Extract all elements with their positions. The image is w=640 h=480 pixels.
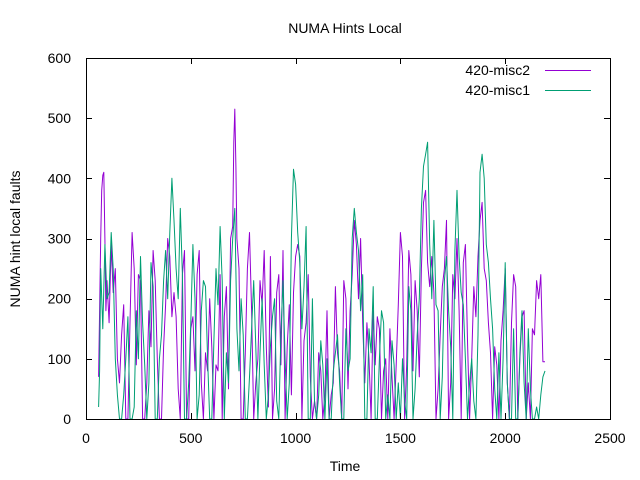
chart-title: NUMA Hints Local [288, 20, 402, 36]
y-tick-label: 500 [48, 110, 72, 126]
y-axis: 0 100 200 300 400 500 600 [48, 50, 610, 427]
y-tick-label: 200 [48, 291, 72, 307]
x-axis-label: Time [330, 458, 361, 474]
legend-label: 420-misc2 [465, 62, 530, 78]
x-tick-label: 2500 [594, 430, 625, 446]
x-tick-label: 0 [82, 430, 90, 446]
series-line-420-misc2 [98, 108, 545, 420]
y-tick-label: 400 [48, 170, 72, 186]
y-tick-label: 300 [48, 231, 72, 247]
y-tick-label: 600 [48, 50, 72, 66]
series-line-420-misc1 [98, 141, 546, 420]
x-tick-label: 2000 [490, 430, 521, 446]
y-axis-label: NUMA hint local faults [7, 171, 23, 308]
plot-lines [98, 108, 546, 420]
legend-label: 420-misc1 [465, 82, 530, 98]
legend: 420-misc2 420-misc1 [465, 62, 591, 98]
y-tick-label: 0 [63, 411, 71, 427]
y-tick-label: 100 [48, 351, 72, 367]
x-tick-label: 1500 [385, 430, 416, 446]
x-tick-label: 1000 [280, 430, 311, 446]
x-tick-label: 500 [179, 430, 203, 446]
x-axis: 0 500 1000 1500 2000 2500 [82, 58, 626, 446]
